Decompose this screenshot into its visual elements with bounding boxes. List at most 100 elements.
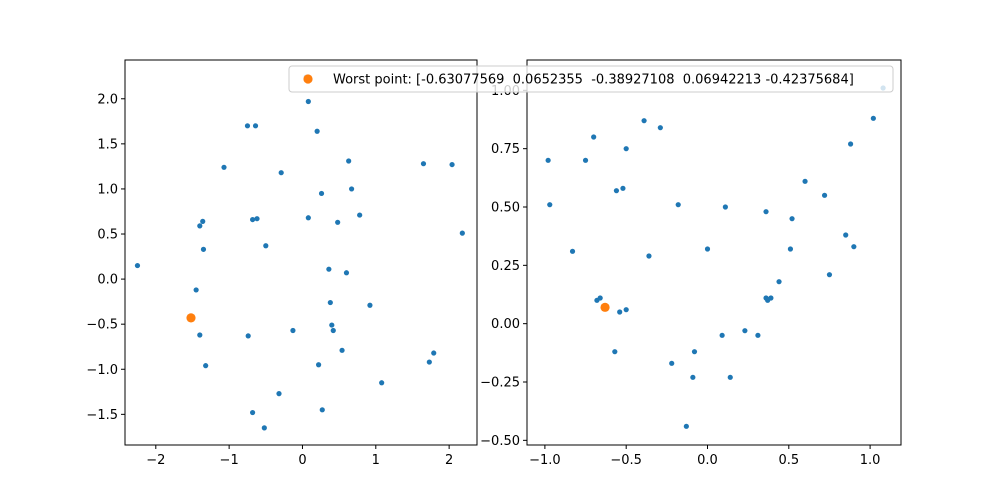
y-tick-label: 0.0: [97, 273, 118, 288]
data-point: [742, 328, 748, 334]
data-point: [641, 118, 647, 124]
data-point: [690, 374, 696, 380]
data-point: [327, 299, 333, 306]
data-point: [330, 327, 336, 334]
data-point: [221, 164, 227, 170]
data-point: [597, 295, 603, 301]
right-scatter-plot: −1.0 −0.5 0.0 0.5 1.0 −0.50 −0.25 0.00 0.25 0.50 0…: [480, 59, 902, 468]
y-tick-label: −0.5: [86, 318, 118, 333]
data-point: [763, 209, 769, 215]
data-point: [357, 212, 363, 218]
data-point: [305, 215, 311, 221]
data-point: [851, 244, 857, 250]
y-tick-label: 0.5: [97, 228, 118, 243]
data-point: [569, 248, 576, 254]
data-point: [290, 327, 296, 334]
data-point: [314, 128, 320, 134]
worst-point-marker: [600, 302, 610, 312]
data-point: [870, 115, 876, 121]
data-point: [843, 232, 849, 238]
data-point: [591, 134, 597, 140]
data-point: [620, 185, 626, 191]
data-point: [203, 363, 209, 369]
data-point: [675, 202, 681, 208]
y-tick-label: 2.0: [97, 92, 118, 107]
data-point: [263, 243, 269, 249]
data-point: [254, 216, 260, 222]
y-tick-label: 1.5: [97, 137, 118, 152]
data-point: [704, 246, 711, 252]
data-point: [346, 158, 352, 164]
axes-frame: [526, 59, 902, 446]
data-point: [787, 246, 794, 252]
data-point: [197, 332, 203, 338]
data-point: [329, 322, 335, 328]
legend-label: Worst point: [-0.63077569 0.0652355 -0.3…: [333, 73, 854, 88]
data-point: [646, 253, 652, 259]
x-tick-label: −1.0: [529, 453, 561, 468]
x-tick-label: 2: [445, 453, 453, 468]
y-tick-label: −1.0: [86, 363, 118, 378]
data-point: [657, 125, 663, 131]
data-point: [278, 170, 284, 176]
axes-frame: [124, 59, 478, 446]
data-point: [319, 407, 325, 413]
data-point: [252, 123, 259, 129]
data-point: [200, 218, 206, 224]
data-point: [727, 374, 733, 380]
data-point: [244, 123, 251, 129]
data-point: [789, 216, 795, 222]
data-point: [691, 349, 698, 355]
y-tick-label: 0.25: [491, 259, 520, 274]
legend: Worst point: [-0.63077569 0.0652355 -0.3…: [288, 65, 894, 93]
legend-worst-point-marker: [303, 74, 313, 84]
data-point: [776, 279, 782, 285]
x-tick-label: 0.0: [697, 453, 718, 468]
x-tick-label: 1.0: [860, 453, 881, 468]
x-tick-label: −1: [220, 453, 239, 468]
data-point: [193, 287, 199, 293]
data-point: [367, 302, 373, 308]
data-point: [683, 423, 689, 429]
data-point: [545, 157, 551, 163]
data-point: [449, 161, 455, 168]
data-point: [420, 161, 427, 167]
data-point: [200, 246, 207, 252]
data-point: [318, 190, 325, 197]
data-point: [349, 186, 355, 192]
data-point: [623, 146, 629, 152]
data-point: [459, 230, 465, 236]
data-point: [261, 425, 267, 431]
data-point: [826, 272, 833, 278]
x-tick-label: −0.5: [610, 453, 642, 468]
data-point: [768, 295, 774, 301]
x-tick-label: 0: [298, 453, 306, 468]
y-tick-label: 0.50: [491, 201, 520, 216]
data-point: [335, 219, 341, 225]
data-point: [250, 409, 256, 416]
data-point: [343, 270, 350, 276]
data-point: [316, 362, 322, 368]
data-point: [305, 98, 311, 105]
data-point: [431, 350, 437, 356]
data-point: [755, 332, 761, 338]
data-point: [623, 307, 629, 313]
data-point: [847, 141, 854, 147]
data-point: [245, 333, 251, 339]
data-point: [722, 204, 728, 210]
data-point: [669, 360, 675, 366]
data-point: [719, 332, 725, 338]
data-point: [612, 349, 618, 355]
y-tick-label: 1.0: [97, 182, 118, 197]
data-point: [197, 223, 203, 229]
legend-box: [288, 65, 894, 93]
data-point: [276, 391, 282, 397]
data-point: [582, 157, 589, 163]
data-point: [339, 347, 345, 353]
data-point: [613, 188, 620, 194]
y-tick-label: −1.5: [86, 408, 118, 423]
data-point: [426, 359, 432, 365]
x-tick-label: 1: [372, 453, 380, 468]
data-point: [134, 262, 141, 269]
